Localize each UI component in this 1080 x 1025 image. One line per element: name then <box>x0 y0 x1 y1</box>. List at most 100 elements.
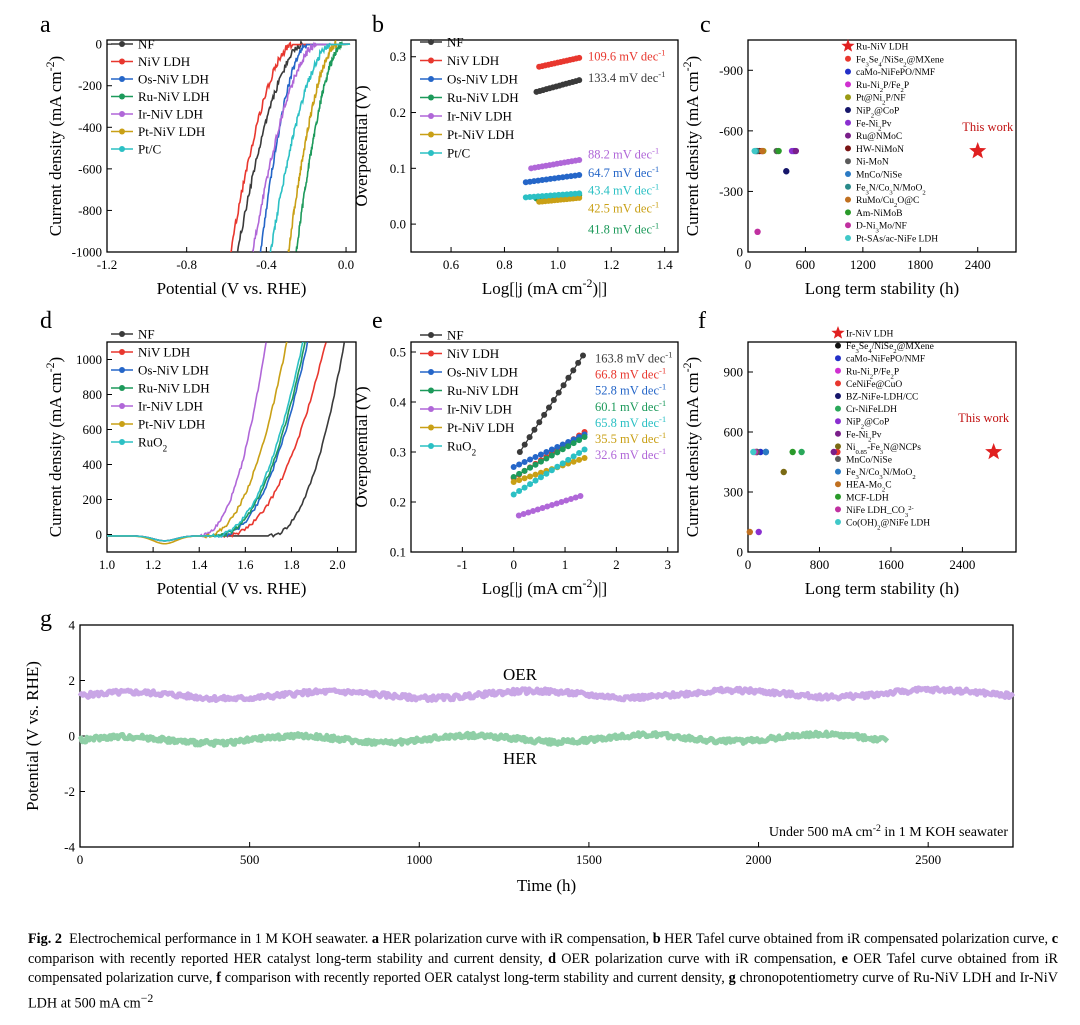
data-point <box>754 228 761 236</box>
panel-letter-f: f <box>698 308 706 334</box>
caption-panel-ref: e <box>841 950 848 967</box>
legend-marker <box>845 94 851 101</box>
y-tick-label: -4 <box>64 840 75 855</box>
tafel-slope-label: 35.5 mV dec-1 <box>595 430 666 446</box>
tafel-point-os-niv-ldh <box>576 172 583 179</box>
data-point <box>775 147 782 155</box>
y-tick-label: 1000 <box>76 352 102 367</box>
legend-marker <box>845 209 851 216</box>
y-tick-label: 200 <box>83 492 103 507</box>
tafel-point-ir-niv-ldh <box>515 512 522 519</box>
caption-panel-ref: d <box>548 950 556 967</box>
legend-marker <box>119 439 125 445</box>
legend-label: Ru-NiV LDH <box>856 43 908 53</box>
tafel-point-ir-niv-ldh <box>520 511 527 517</box>
x-tick-label: 2000 <box>746 852 772 867</box>
plot-frame <box>410 341 679 553</box>
data-point <box>780 468 787 476</box>
tafel-slope-label: 66.8 mV dec-1 <box>595 366 666 382</box>
tafel-point-ir-niv-ldh <box>549 502 556 508</box>
legend-label: MnCo/NiSe <box>856 171 902 181</box>
panel-letter-a: a <box>40 12 51 38</box>
legend-label: RuMo/Cu2O@C <box>856 196 919 209</box>
legend-label: Os-NiV LDH <box>138 363 209 378</box>
legend-marker <box>119 93 125 100</box>
data-point <box>783 168 790 175</box>
legend-marker <box>428 57 434 64</box>
condition-label: Under 500 mA cm-2 in 1 M KOH seawater <box>769 823 1008 841</box>
legend-star-marker <box>831 326 845 339</box>
series-line-pt-c <box>269 42 351 252</box>
this-work-label: This work <box>962 120 1014 134</box>
data-point <box>762 448 770 456</box>
x-tick-label: 1.6 <box>237 557 254 572</box>
tafel-slope-label: 163.8 mV dec-1 <box>595 350 673 366</box>
y-tick-label: 0 <box>69 729 76 744</box>
data-point <box>751 147 758 155</box>
caption-text: comparison with recently reported OER ca… <box>221 970 729 986</box>
panel-letter-e: e <box>372 308 383 334</box>
legend-label: Ni0.85-Fe3N@NCPs <box>846 443 921 456</box>
legend-marker <box>835 342 841 349</box>
legend-label: Co(OH)2@NiFe LDH <box>846 518 930 532</box>
y-tick-label: 0 <box>737 545 744 560</box>
legend-label: Ir-NiV LDH <box>447 402 512 417</box>
x-tick-label: 0.6 <box>443 257 460 272</box>
legend-marker <box>119 349 125 355</box>
chart-panel-b: 0.6 0.8 1.0 1.2 1.4 0.0 0.1 0.2 0.3 Log[|j (mA cm… <box>352 35 679 298</box>
legend-marker <box>835 430 841 437</box>
x-tick-label: -1 <box>457 557 468 572</box>
legend-label: NF <box>138 327 155 342</box>
y-tick-label: 0.0 <box>390 217 406 232</box>
legend-label: Pt-SAs/ac-NiFe LDH <box>856 235 938 245</box>
x-tick-label: 0 <box>745 257 752 272</box>
tafel-point-pt-niv-ldh <box>516 477 523 484</box>
curves-group <box>230 40 351 252</box>
legend-label: Cr-NiFeLDH <box>846 405 897 415</box>
this-work-star <box>985 443 1003 460</box>
tafel-point-ruo2 <box>581 446 588 453</box>
caption-text: HER polarization curve with iR compensat… <box>379 931 653 947</box>
x-tick-label: 1.8 <box>283 557 299 572</box>
tafel-point-ru-niv-ldh <box>527 464 534 471</box>
y-tick-label: -400 <box>78 120 102 135</box>
tafel-point-ir-niv-ldh <box>525 509 532 516</box>
y-tick-label: 900 <box>724 365 744 380</box>
tafel-point-nf <box>560 382 567 389</box>
legend-marker <box>428 406 434 412</box>
legend-label: Os-NiV LDH <box>447 365 518 380</box>
legend-marker <box>428 387 434 394</box>
legend-marker <box>845 68 851 75</box>
tafel-slope-label: 64.7 mV dec-1 <box>588 164 659 180</box>
x-tick-label: 2400 <box>949 557 975 572</box>
tafel-point-ru-niv-ldh <box>570 440 577 447</box>
y-tick-label: 0.3 <box>390 49 406 64</box>
legend-label: Pt@Ni2P/NF <box>856 94 906 107</box>
legend-marker <box>428 350 434 357</box>
tafel-point-os-niv-ldh <box>521 459 528 465</box>
legend-marker <box>835 367 841 374</box>
tafel-point-ruo2 <box>510 491 517 498</box>
legend-label: Ru-NiV LDH <box>138 381 210 396</box>
legend-marker <box>835 380 841 387</box>
tafel-point-ru-niv-ldh <box>516 470 523 477</box>
legend-label: HW-NiMoN <box>856 145 904 155</box>
chart-panel-g: 0 500 1000 1500 2000 2500 4 2 0 -2 -4 Time (h) Poten… <box>23 618 1016 895</box>
panel-letter-c: c <box>700 12 711 38</box>
legend-label: RuO2 <box>447 439 477 458</box>
tafel-point-nf <box>541 411 548 418</box>
y-axis-label: Current density (mA cm-2) <box>680 357 702 537</box>
x-tick-label: 0 <box>745 557 752 572</box>
legend-marker <box>119 331 125 337</box>
tafel-slope-label: 32.6 mV dec-1 <box>595 446 666 462</box>
legend-label: CeNiFe@CuO <box>846 380 902 390</box>
tafel-point-pt-niv-ldh <box>576 194 583 201</box>
legend-marker <box>428 113 434 119</box>
legend-marker <box>845 107 851 113</box>
legend-label: Ir-NiV LDH <box>846 330 894 340</box>
tafel-point-ru-niv-ldh <box>510 474 517 480</box>
this-work-label: This work <box>958 411 1010 425</box>
tafel-point-pt-niv-ldh <box>537 469 544 476</box>
tafel-point-pt-niv-ldh <box>532 471 539 478</box>
y-tick-label: 300 <box>724 485 744 500</box>
